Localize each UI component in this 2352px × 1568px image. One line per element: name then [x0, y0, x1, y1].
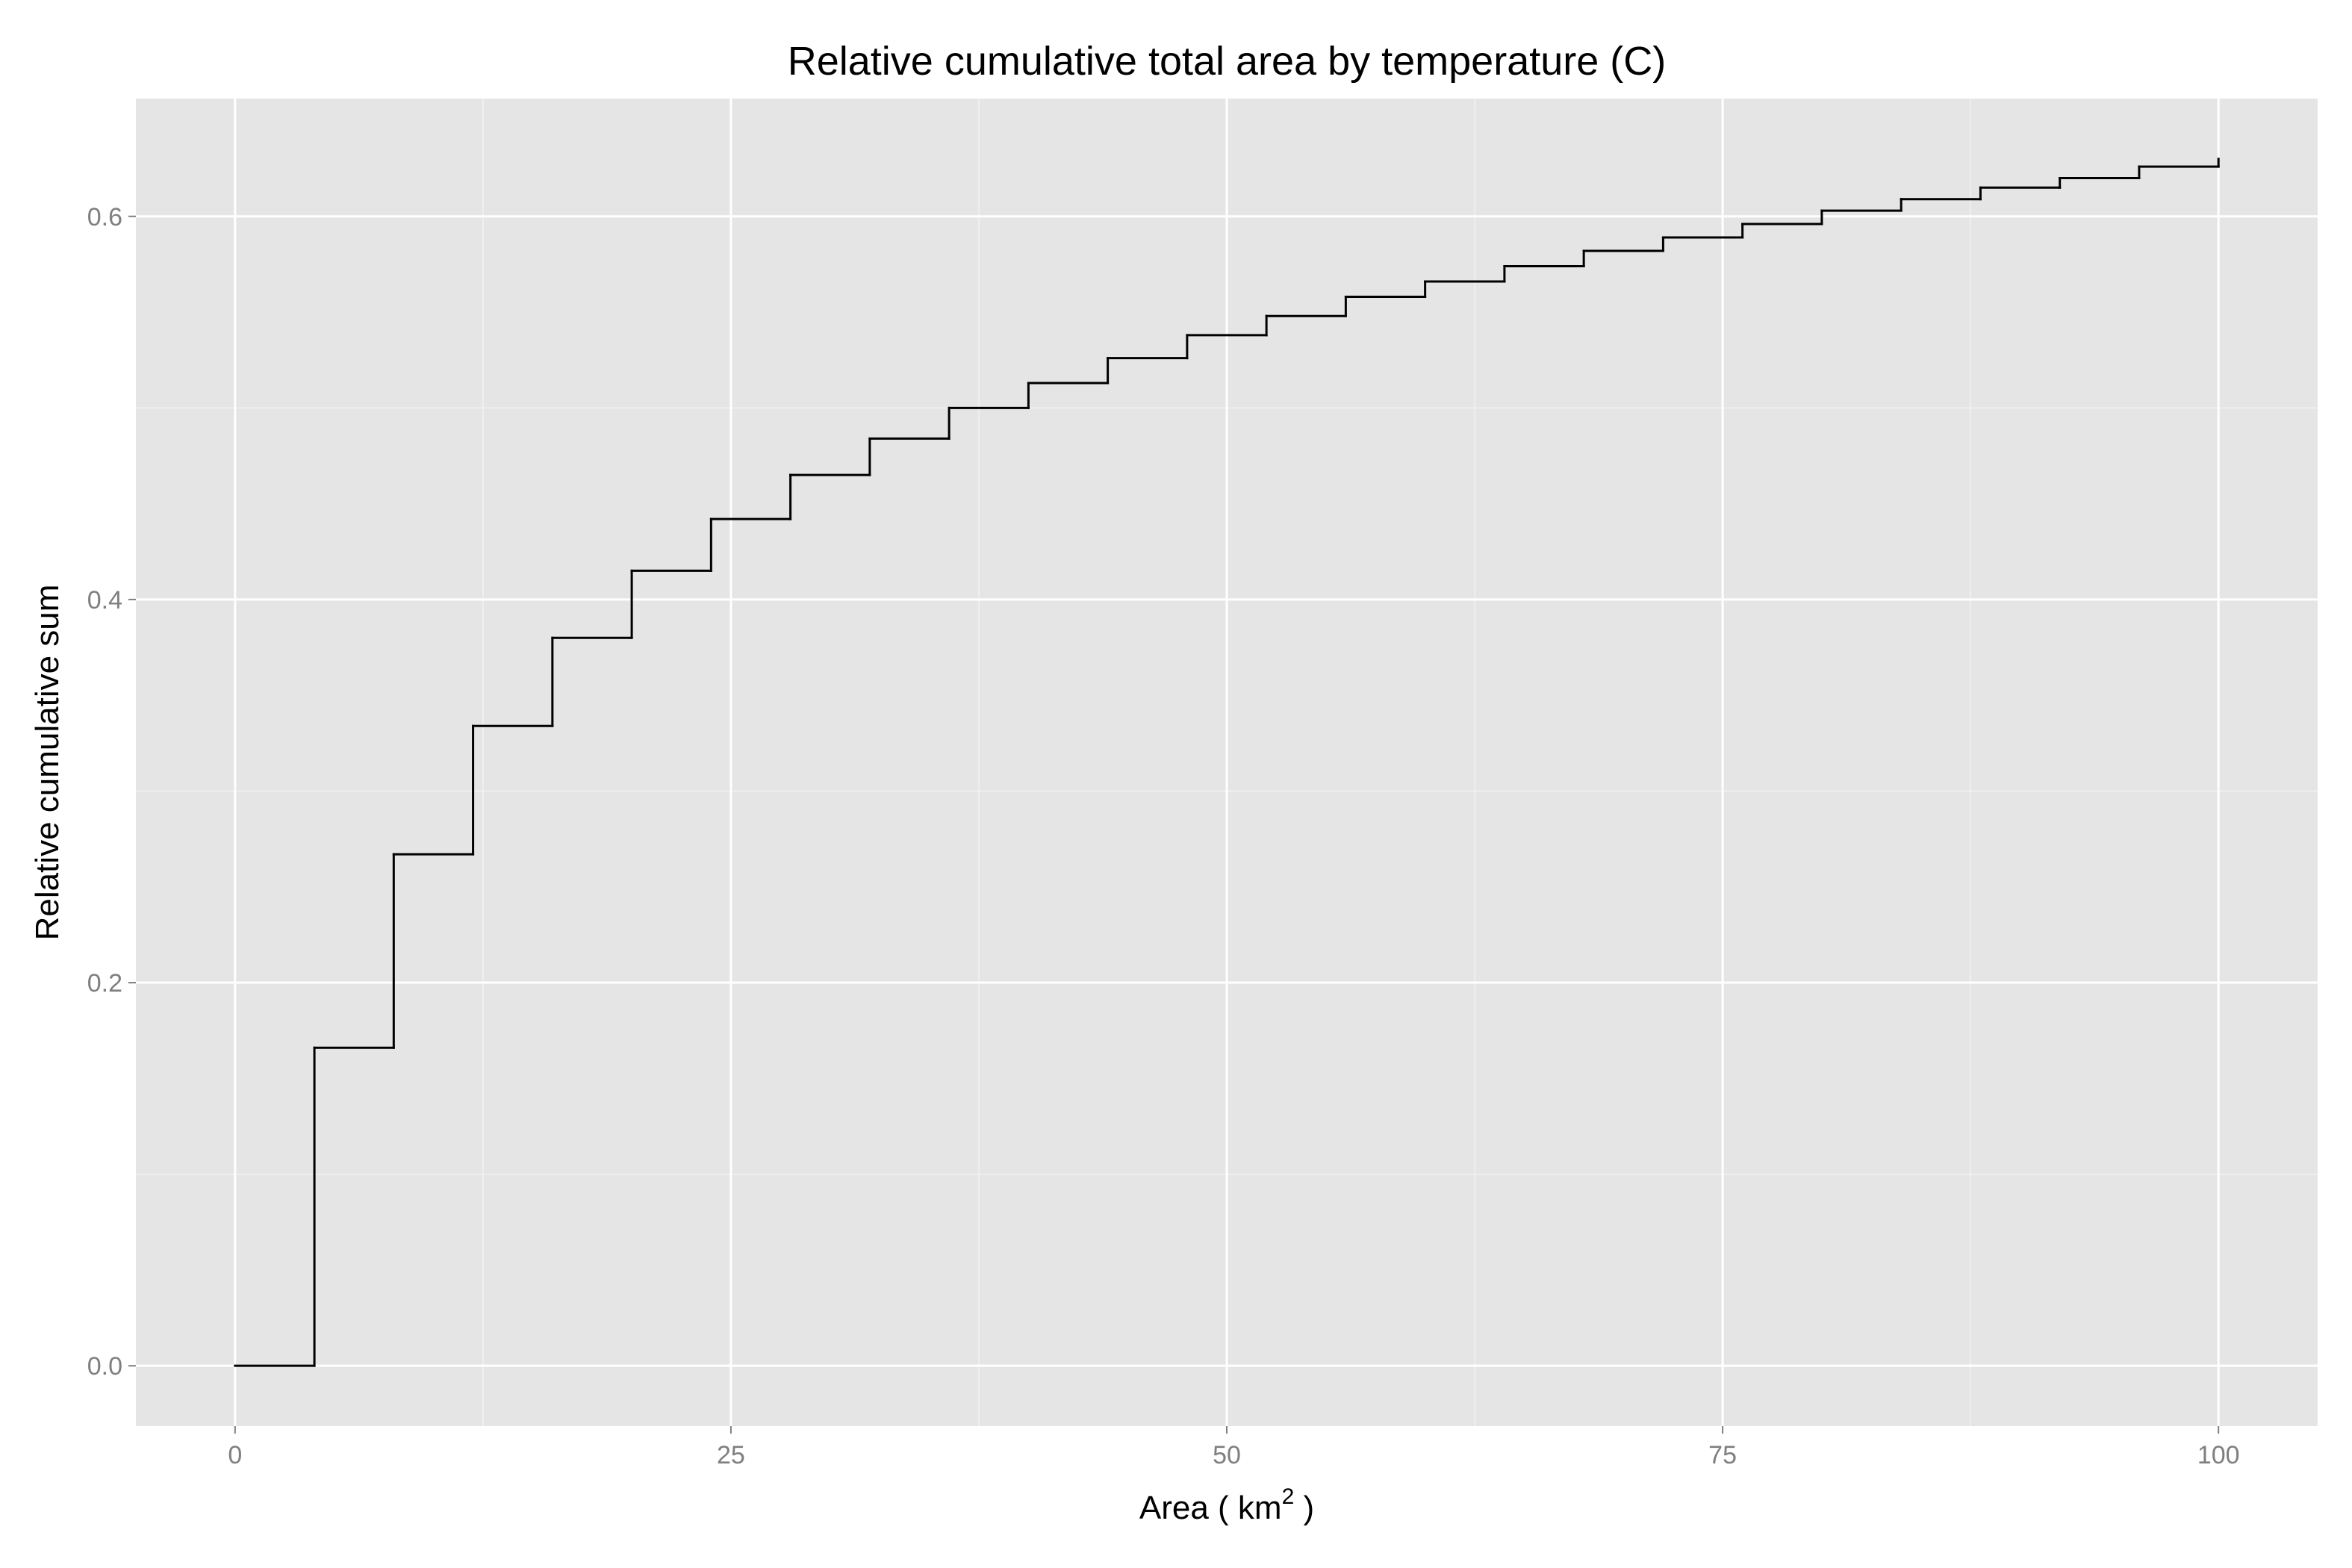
- x-tick-label: 100: [2197, 1441, 2240, 1469]
- y-tick-label: 0.0: [87, 1352, 122, 1381]
- x-tick-label: 75: [1708, 1441, 1737, 1469]
- x-axis-title-text: Area ( km: [1139, 1490, 1282, 1526]
- y-tick-label: 0.2: [87, 969, 122, 998]
- x-axis-title-superscript: 2: [1282, 1484, 1295, 1509]
- x-axis-title: Area ( km2 ): [1139, 1484, 1314, 1526]
- grid: [136, 99, 2318, 1426]
- chart-title: Relative cumulative total area by temper…: [788, 39, 1667, 84]
- x-tick-label: 25: [717, 1441, 745, 1469]
- x-axis-title-suffix: ): [1294, 1490, 1314, 1526]
- x-tick-label: 50: [1213, 1441, 1241, 1469]
- marks: [234, 158, 2220, 1367]
- x-tick-label: 0: [228, 1441, 242, 1469]
- y-tick-label: 0.6: [87, 203, 122, 231]
- y-tick-label: 0.4: [87, 586, 122, 615]
- y-axis-title: Relative cumulative sum: [29, 585, 66, 941]
